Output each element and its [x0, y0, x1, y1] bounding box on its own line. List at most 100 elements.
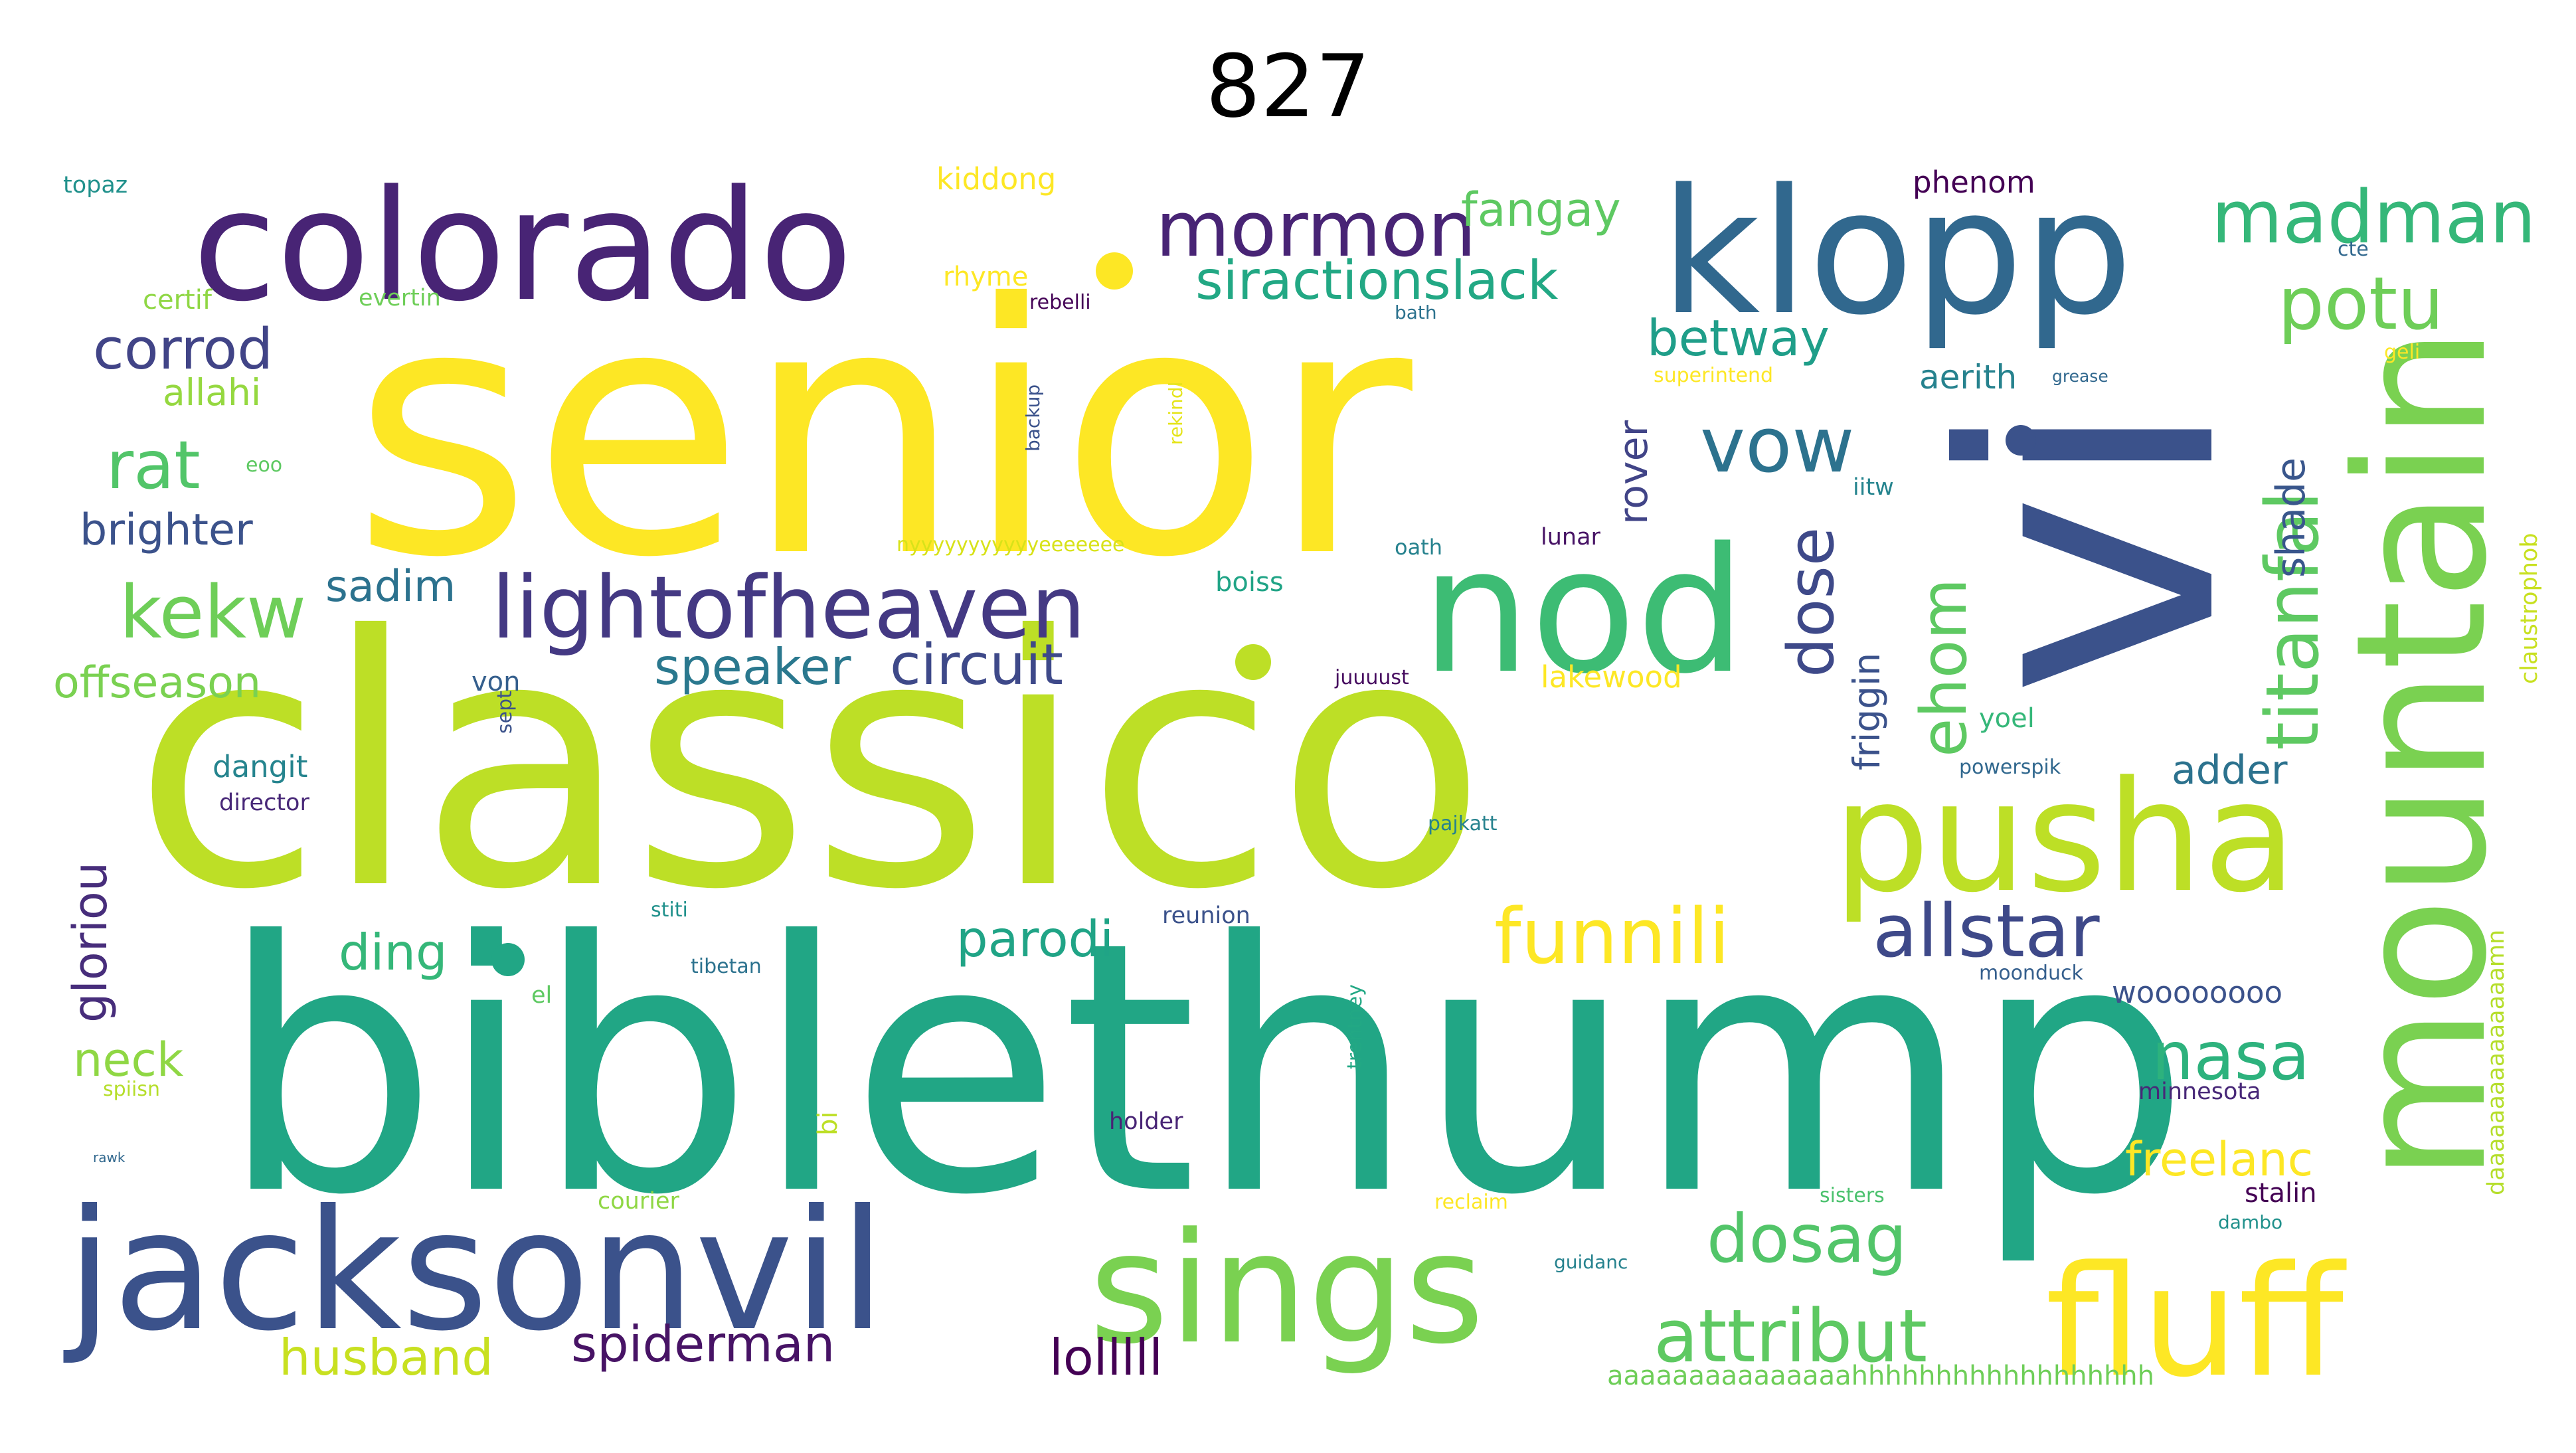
word-nyyyyyyyyyyyeeeeeee: nyyyyyyyyyyyeeeeeee — [897, 533, 1125, 556]
word-freelanc: freelanc — [2125, 1132, 2313, 1187]
word-yoel: yoel — [1979, 703, 2035, 734]
word-classico: classico — [133, 562, 1487, 965]
word-brighter: brighter — [80, 505, 253, 555]
word-daaaaaaaaaaaaaaamn: daaaaaaaaaaaaaaamn — [2483, 930, 2510, 1195]
decorative-dot — [1235, 644, 1271, 680]
word-dangit: dangit — [213, 749, 307, 784]
word-nasa: nasa — [2152, 1017, 2310, 1095]
word-rekindl: rekindl — [1165, 382, 1187, 445]
word-friggin: friggin — [1846, 653, 1888, 770]
word-adder: adder — [2172, 747, 2288, 794]
word-vow: vow — [1700, 401, 1854, 490]
word-dose: dose — [1775, 527, 1848, 677]
word-fluff: fluff — [2045, 1234, 2347, 1411]
word-funnili: funnili — [1494, 893, 1730, 982]
word-lolllll: lolllll — [1049, 1328, 1163, 1387]
word-juuuust: juuuust — [1334, 666, 1409, 689]
decorative-dot — [491, 943, 525, 976]
word-grease: grease — [2052, 367, 2108, 386]
word-kekw: kekw — [120, 570, 306, 655]
word-betway: betway — [1647, 309, 1830, 367]
word-pusha: pusha — [1833, 749, 2296, 926]
word-parodi: parodi — [956, 910, 1114, 968]
word-biblethump: biblethump — [219, 868, 2191, 1270]
word-guidanc: guidanc — [1554, 1251, 1628, 1273]
word-von: von — [472, 667, 521, 697]
decorative-dot — [1096, 252, 1133, 290]
word-potu: potu — [2278, 261, 2444, 346]
word-pajkatt: pajkatt — [1428, 812, 1498, 835]
word-allstar: allstar — [1873, 889, 2100, 974]
word-circuit: circuit — [890, 632, 1063, 698]
word-claustrophob: claustrophob — [2516, 533, 2543, 684]
word-rat: rat — [106, 426, 201, 504]
word-rhyme: rhyme — [943, 262, 1028, 292]
word-husband: husband — [279, 1328, 493, 1387]
word-ding: ding — [339, 923, 448, 982]
word-cte: cte — [2338, 238, 2369, 261]
word-vi: vi — [1891, 397, 2293, 697]
word-colorado: colorado — [193, 158, 853, 335]
word-iitw: iitw — [1853, 474, 1894, 501]
word-spiderman: spiderman — [571, 1315, 835, 1373]
word-sisters: sisters — [1820, 1184, 1885, 1207]
word-offseason: offseason — [53, 658, 261, 708]
word-boiss: boiss — [1215, 567, 1284, 598]
word-trentney: trentney — [1343, 984, 1367, 1069]
word-sadim: sadim — [325, 562, 456, 612]
word-mountain: mountain — [2317, 327, 2526, 1182]
word-aerith: aerith — [1919, 358, 2017, 396]
word-moonduck: moonduck — [1979, 962, 2083, 985]
word-attribut: attribut — [1654, 1294, 1927, 1379]
word-klopp: klopp — [1660, 153, 2133, 353]
word-certif: certif — [143, 285, 213, 315]
word-bi: bi — [813, 1111, 843, 1136]
word-lunar: lunar — [1541, 524, 1601, 551]
word-holder: holder — [1109, 1108, 1183, 1135]
word-evertin: evertin — [359, 285, 441, 311]
word-backup: backup — [1022, 385, 1044, 452]
word-stalin: stalin — [2245, 1178, 2317, 1209]
word-neck: neck — [73, 1033, 184, 1087]
word-el: el — [531, 982, 552, 1009]
word-eoo: eoo — [246, 454, 282, 477]
word-lightofheaven: lightofheaven — [491, 557, 1086, 658]
word-reunion: reunion — [1162, 902, 1250, 929]
word-sings: sings — [1089, 1201, 1484, 1378]
word-madman: madman — [2211, 175, 2536, 260]
word-tibetan: tibetan — [691, 955, 762, 978]
word-dosag: dosag — [1707, 1200, 1907, 1278]
word-lakewood: lakewood — [1541, 659, 1682, 695]
word-gloriou: gloriou — [63, 862, 118, 1023]
word-stiti: stiti — [651, 898, 688, 922]
word-titanfal: titanfal — [2250, 491, 2335, 750]
word-kiddong: kiddong — [936, 161, 1056, 197]
word-bath: bath — [1395, 301, 1437, 323]
word-fangay: fangay — [1461, 183, 1621, 237]
word-aaaaaaaaaaaaaaahhhhhhhhh: aaaaaaaaaaaaaaahhhhhhhhhhhhhhhhhh — [1607, 1361, 2154, 1391]
word-phenom: phenom — [1913, 165, 2035, 200]
word-dambo: dambo — [2218, 1211, 2282, 1233]
word-superintend: superintend — [1654, 364, 1773, 387]
word-senior: senior — [352, 230, 1416, 633]
word-minnesota: minnesota — [2138, 1078, 2261, 1105]
word-director: director — [219, 790, 309, 816]
word-rover: rover — [1610, 420, 1657, 525]
word-shade: shade — [2268, 458, 2314, 578]
word-speaker: speaker — [654, 638, 851, 696]
word-powerspik: powerspik — [1959, 756, 2061, 779]
word-rebelli: rebelli — [1029, 291, 1091, 314]
decorative-dot — [2006, 425, 2036, 456]
word-jacksonvil: jacksonvil — [63, 1174, 885, 1367]
chart-title: 827 — [1205, 36, 1371, 137]
word-geli: geli — [2384, 341, 2420, 364]
word-siractionslack: siractionslack — [1195, 250, 1559, 311]
word-ehom: ehom — [1908, 578, 1981, 757]
word-spiisn: spiisn — [103, 1078, 160, 1101]
word-rawk: rawk — [93, 1150, 126, 1165]
word-mormon: mormon — [1156, 185, 1476, 274]
word-woooooooo: woooooooo — [2112, 975, 2282, 1010]
word-corrod: corrod — [93, 317, 273, 383]
word-oath: oath — [1395, 535, 1442, 560]
